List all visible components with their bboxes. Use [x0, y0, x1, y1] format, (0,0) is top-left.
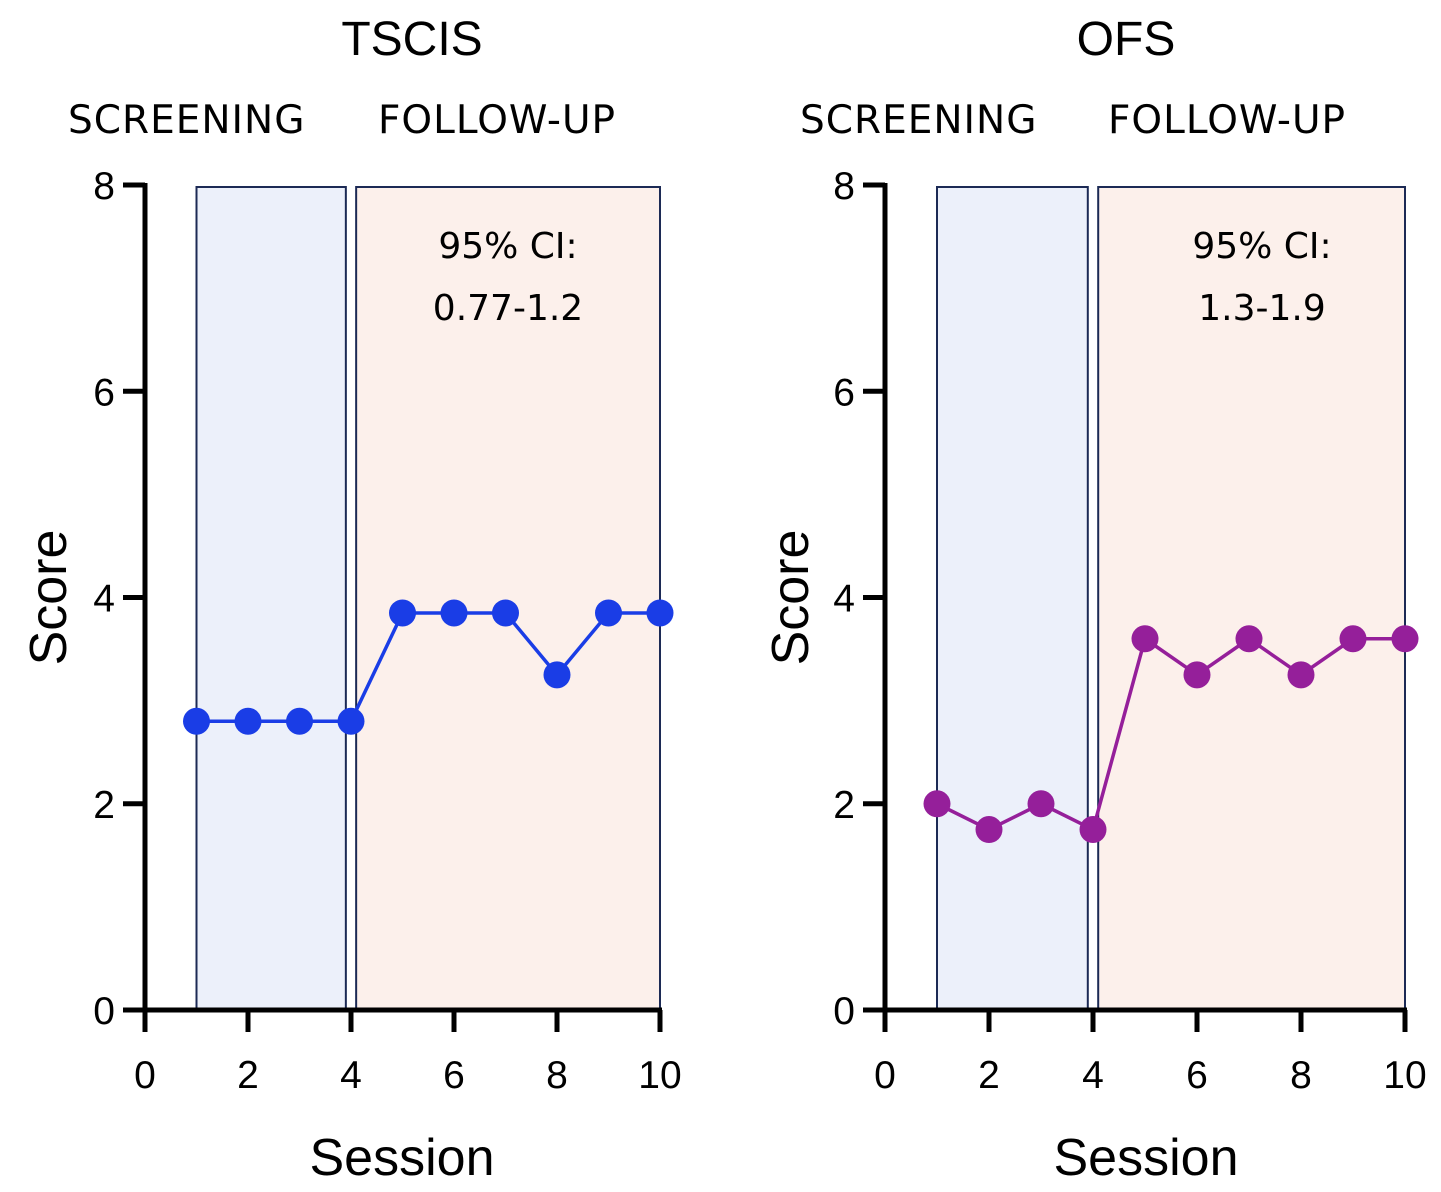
data-point-session-7 — [492, 599, 519, 627]
x-tick-label: 4 — [1082, 1054, 1104, 1097]
series-line — [936, 637, 1405, 832]
data-point-session-9 — [1339, 625, 1367, 653]
chart-title: TSCIS — [341, 13, 482, 66]
y-tick-label: 2 — [93, 784, 115, 827]
y-tick-label: 4 — [93, 578, 115, 621]
y-tick-label: 2 — [833, 784, 855, 827]
series-line — [196, 611, 660, 723]
x-tick-label: 6 — [443, 1054, 465, 1097]
data-point-session-3 — [286, 707, 313, 735]
y-tick-label: 6 — [93, 371, 115, 414]
data-point-session-8 — [543, 661, 571, 689]
data-point-session-5 — [1131, 625, 1159, 653]
phase-label-follow-up: FOLLOW-UP — [378, 98, 616, 143]
data-point-session-4 — [337, 707, 365, 735]
data-point-session-8 — [1287, 661, 1315, 689]
data-point-session-3 — [1027, 790, 1055, 818]
ci-annotation-label: 95% CI: — [1192, 226, 1331, 267]
x-tick-label: 0 — [134, 1054, 156, 1097]
x-tick-label: 4 — [340, 1054, 362, 1097]
data-point-session-6 — [440, 599, 468, 627]
data-point-session-2 — [975, 816, 1003, 844]
ci-annotation-value: 1.3-1.9 — [1198, 288, 1326, 329]
ci-annotation-label: 95% CI: — [438, 226, 577, 267]
phase-region-screening — [936, 186, 1089, 1011]
data-point-session-6 — [1183, 661, 1211, 689]
ci-annotation-value: 0.77-1.2 — [433, 288, 583, 329]
x-tick-label: 8 — [1290, 1054, 1312, 1097]
data-point-session-2 — [234, 707, 262, 735]
x-tick-label: 8 — [546, 1054, 568, 1097]
x-tick-label: 2 — [237, 1054, 259, 1097]
data-point-session-1 — [183, 707, 210, 735]
y-tick-label: 8 — [833, 165, 855, 208]
phase-region-follow-up — [1097, 186, 1406, 1011]
x-tick-label: 10 — [1383, 1054, 1426, 1097]
data-point-session-1 — [923, 790, 951, 818]
phase-label-follow-up: FOLLOW-UP — [1108, 98, 1346, 143]
y-tick-label: 6 — [833, 371, 855, 414]
y-tick-label: 4 — [833, 578, 855, 621]
x-axis-label: Session — [1054, 1129, 1239, 1187]
y-axis-label: Score — [20, 530, 78, 666]
x-tick-label: 6 — [1186, 1054, 1208, 1097]
data-point-session-4 — [1079, 816, 1107, 844]
phase-region-screening — [195, 186, 347, 1011]
chart-title: OFS — [1077, 13, 1176, 66]
x-axis-label: Session — [310, 1129, 495, 1187]
y-tick-label: 0 — [833, 990, 855, 1033]
x-tick-label: 2 — [978, 1054, 1000, 1097]
data-point-session-10 — [1391, 625, 1419, 653]
y-axis-label: Score — [762, 530, 820, 666]
y-tick-label: 0 — [93, 990, 115, 1033]
phase-label-screening: SCREENING — [800, 98, 1037, 143]
data-point-session-9 — [595, 599, 622, 627]
data-point-session-7 — [1235, 625, 1263, 653]
phase-region-follow-up — [355, 186, 661, 1011]
phase-label-screening: SCREENING — [68, 98, 305, 143]
tscis-panel: TSCIS SCREENING FOLLOW-UP 95% CI: 0.77-1.2 0 2… — [20, 13, 682, 1187]
y-tick-label: 8 — [93, 165, 115, 208]
x-tick-label: 10 — [638, 1054, 681, 1097]
ofs-panel: OFS SCREENING FOLLOW-UP 95% CI: 1.3-1.9 0 2 4 6 8… — [762, 13, 1427, 1187]
data-point-session-5 — [389, 599, 416, 627]
x-tick-label: 0 — [874, 1054, 896, 1097]
data-point-session-10 — [646, 599, 674, 627]
